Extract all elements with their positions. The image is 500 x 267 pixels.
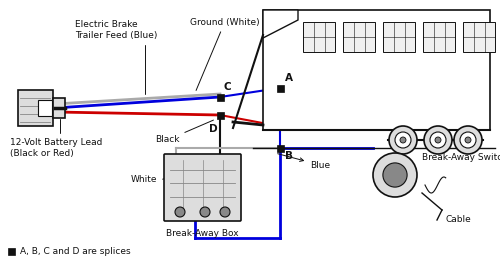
- Bar: [383, 22, 415, 52]
- Text: Ground (White): Ground (White): [190, 18, 260, 91]
- Text: Cable: Cable: [445, 215, 471, 225]
- Bar: [53, 98, 65, 118]
- Text: Break-Away Box: Break-Away Box: [166, 230, 239, 238]
- Text: 12-Volt Battery Lead
(Black or Red): 12-Volt Battery Lead (Black or Red): [10, 119, 102, 158]
- Text: Blue: Blue: [278, 154, 330, 170]
- Circle shape: [430, 132, 446, 148]
- Circle shape: [200, 207, 210, 217]
- Text: Electric Brake
Trailer Feed (Blue): Electric Brake Trailer Feed (Blue): [75, 20, 158, 94]
- Bar: [216, 93, 224, 100]
- Bar: [303, 22, 335, 52]
- Circle shape: [383, 163, 407, 187]
- Text: A, B, C and D are splices: A, B, C and D are splices: [20, 246, 130, 256]
- Circle shape: [389, 126, 417, 154]
- Text: Blue: Blue: [288, 116, 350, 124]
- Circle shape: [395, 132, 411, 148]
- Bar: [276, 144, 283, 151]
- Text: D: D: [210, 124, 218, 134]
- Text: Break-Away Switch: Break-Away Switch: [422, 152, 500, 162]
- Bar: [38, 100, 52, 116]
- Text: B: B: [285, 151, 293, 161]
- Bar: [263, 10, 490, 130]
- Circle shape: [460, 132, 476, 148]
- Bar: [276, 84, 283, 92]
- Circle shape: [454, 126, 482, 154]
- Bar: [8, 248, 15, 255]
- Text: White: White: [130, 175, 157, 184]
- Text: C: C: [223, 82, 230, 92]
- Circle shape: [400, 137, 406, 143]
- Bar: [216, 112, 224, 119]
- Circle shape: [220, 207, 230, 217]
- Circle shape: [175, 207, 185, 217]
- Circle shape: [465, 137, 471, 143]
- Bar: [18, 90, 53, 126]
- Circle shape: [424, 126, 452, 154]
- Bar: [343, 22, 375, 52]
- Bar: [423, 22, 455, 52]
- FancyBboxPatch shape: [164, 154, 241, 221]
- Bar: [463, 22, 495, 52]
- Circle shape: [435, 137, 441, 143]
- Text: Black: Black: [155, 120, 214, 144]
- Polygon shape: [263, 10, 298, 38]
- Circle shape: [373, 153, 417, 197]
- Text: A: A: [285, 73, 293, 83]
